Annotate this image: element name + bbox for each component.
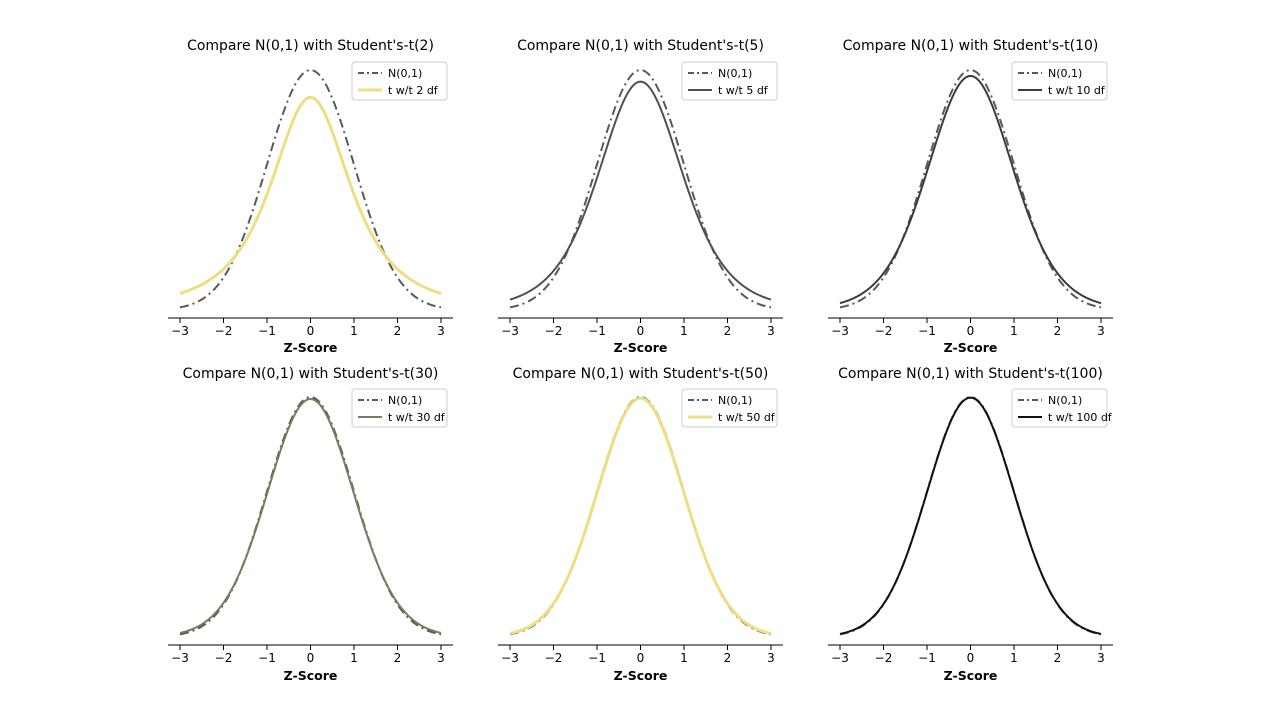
x-tick-label: 3 (1097, 324, 1105, 338)
legend-label: t w/t 100 df (1048, 411, 1113, 424)
chart-title: Compare N(0,1) with Student's-t(50) (513, 366, 769, 382)
legend-label: t w/t 30 df (388, 411, 446, 424)
legend-label: t w/t 10 df (1048, 84, 1106, 97)
x-tick-label: 1 (1010, 324, 1018, 338)
chart-panel-6: Compare N(0,1) with Student's-t(100) −3 −2… (828, 366, 1113, 683)
x-tick-label: 3 (1097, 651, 1105, 665)
legend-label: N(0,1) (1048, 394, 1082, 407)
chart-panel-4: Compare N(0,1) with Student's-t(30) −3 −2 −… (168, 366, 453, 683)
x-axis-label: Z-Score (614, 340, 668, 355)
t-curve (179, 95, 442, 295)
x-tick-label: 1 (350, 651, 358, 665)
legend-label: N(0,1) (388, 67, 422, 80)
legend-label: N(0,1) (718, 67, 752, 80)
x-tick-label: 0 (307, 651, 315, 665)
x-tick-label: 0 (637, 651, 645, 665)
x-tick-label: −1 (588, 651, 606, 665)
x-tick-label: −3 (501, 651, 519, 665)
legend-label: t w/t 50 df (718, 411, 776, 424)
x-tick-label: 0 (967, 651, 975, 665)
x-axis-label: Z-Score (944, 668, 998, 683)
legend-label: N(0,1) (718, 394, 752, 407)
chart-panel-1: Compare N(0,1) with Student's-t(2) −3 −2 −1… (168, 38, 453, 355)
x-tick-label: 1 (1010, 651, 1018, 665)
t-curve (839, 396, 1102, 635)
x-tick-label: 1 (680, 324, 688, 338)
x-tick-label: 2 (1054, 651, 1062, 665)
legend-label: t w/t 5 df (718, 84, 769, 97)
x-tick-label: −2 (215, 651, 233, 665)
chart-title: Compare N(0,1) with Student's-t(10) (843, 38, 1099, 54)
x-tick-label: −2 (545, 651, 563, 665)
x-tick-label: 2 (394, 324, 402, 338)
t-curve (179, 398, 442, 634)
x-tick-label: −1 (918, 651, 936, 665)
legend-label: N(0,1) (1048, 67, 1082, 80)
chart-panel-5: Compare N(0,1) with Student's-t(50) −3 −2 −… (498, 366, 783, 683)
t-curve (509, 396, 772, 635)
x-axis-label: Z-Score (944, 340, 998, 355)
x-tick-label: −3 (831, 324, 849, 338)
x-tick-label: −3 (171, 651, 189, 665)
x-tick-label: 3 (437, 324, 445, 338)
normal-curve (839, 69, 1102, 309)
chart-title: Compare N(0,1) with Student's-t(30) (183, 366, 439, 382)
chart-title: Compare N(0,1) with Student's-t(100) (838, 366, 1103, 382)
x-tick-label: −1 (258, 651, 276, 665)
x-axis-label: Z-Score (284, 668, 338, 683)
x-tick-label: 0 (967, 324, 975, 338)
x-tick-label: −1 (918, 324, 936, 338)
normal-curve (509, 69, 772, 309)
x-tick-label: 1 (350, 324, 358, 338)
x-tick-label: −3 (501, 324, 519, 338)
normal-curve (839, 396, 1102, 636)
x-tick-label: −1 (588, 324, 606, 338)
chart-panel-2: Compare N(0,1) with Student's-t(5) −3 −2 −1… (498, 38, 783, 355)
x-tick-label: −2 (875, 324, 893, 338)
x-tick-label: −2 (875, 651, 893, 665)
x-tick-label: 0 (637, 324, 645, 338)
x-tick-label: −1 (258, 324, 276, 338)
x-tick-label: 1 (680, 651, 688, 665)
x-axis-label: Z-Score (614, 668, 668, 683)
x-tick-label: −3 (831, 651, 849, 665)
x-tick-label: −2 (215, 324, 233, 338)
legend-label: t w/t 2 df (388, 84, 439, 97)
chart-title: Compare N(0,1) with Student's-t(5) (517, 38, 764, 54)
chart-title: Compare N(0,1) with Student's-t(2) (187, 38, 434, 54)
x-tick-label: −2 (545, 324, 563, 338)
normal-curve (509, 396, 772, 636)
x-tick-label: 2 (1054, 324, 1062, 338)
x-tick-label: 3 (437, 651, 445, 665)
normal-curve (179, 396, 442, 636)
t-curve (839, 74, 1102, 305)
x-tick-label: 3 (767, 651, 775, 665)
x-tick-label: 2 (394, 651, 402, 665)
x-axis-label: Z-Score (284, 340, 338, 355)
x-tick-label: 2 (724, 651, 732, 665)
x-tick-label: 2 (724, 324, 732, 338)
chart-panel-3: Compare N(0,1) with Student's-t(10) −3 −2 −… (828, 38, 1113, 355)
x-tick-label: 0 (307, 324, 315, 338)
t-curve (509, 80, 772, 301)
x-tick-label: −3 (171, 324, 189, 338)
legend-label: N(0,1) (388, 394, 422, 407)
x-tick-label: 3 (767, 324, 775, 338)
